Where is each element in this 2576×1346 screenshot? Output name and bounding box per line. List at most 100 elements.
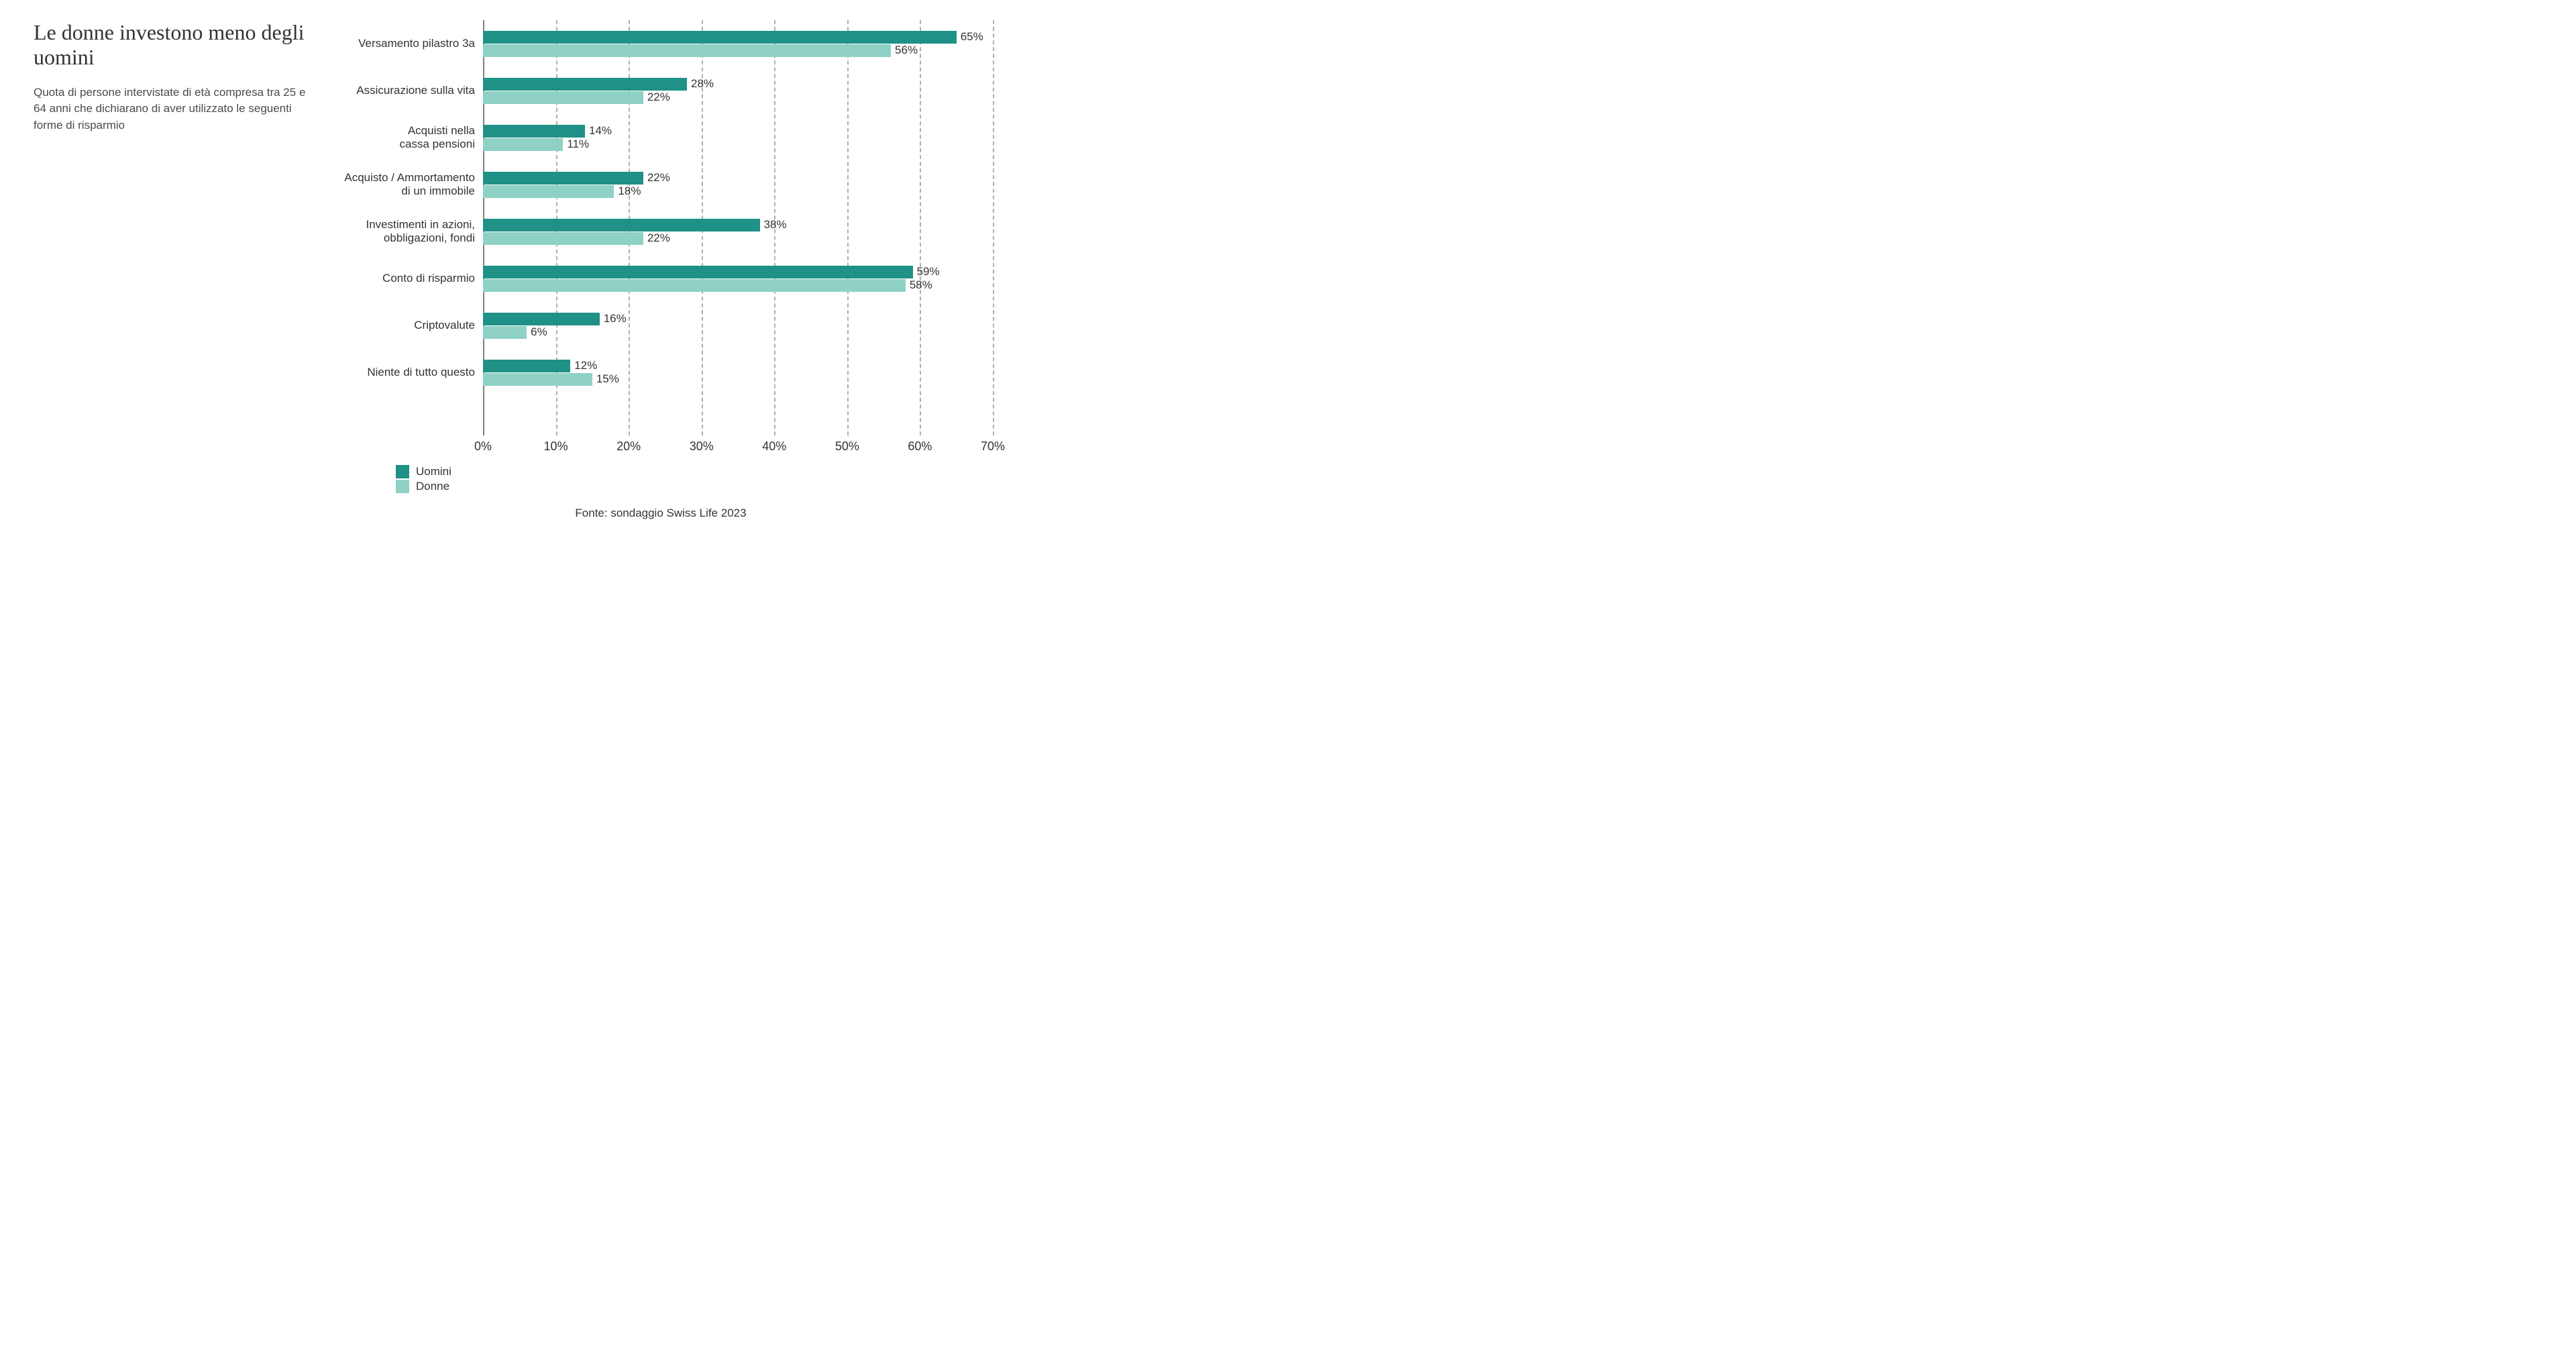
x-tick-label: 70%	[981, 439, 1005, 454]
bar-group: 65% 56%	[483, 20, 993, 67]
bar-value-label: 15%	[596, 372, 619, 386]
bar-value-label: 6%	[531, 325, 547, 339]
bar-donne	[483, 373, 592, 386]
category-label-line: Assicurazione sulla vita	[356, 84, 475, 97]
bar-row: 59%	[483, 266, 993, 278]
bar-uomini	[483, 172, 643, 185]
bar-group: 16%6%	[483, 302, 993, 349]
bar-value-label: 56%	[895, 44, 918, 57]
bar-row: 6%	[483, 326, 993, 339]
bar-value-label: 38%	[764, 218, 787, 231]
y-axis-labels: Versamento pilastro 3a Assicurazione sull…	[329, 20, 483, 456]
legend-swatch	[396, 465, 409, 478]
bar-value-label: 22%	[647, 231, 670, 245]
legend-item-donne: Donne	[396, 480, 449, 493]
category-label: Criptovalute	[329, 302, 483, 349]
bar-donne	[483, 326, 527, 339]
x-tick-label: 50%	[835, 439, 859, 454]
bar-donne	[483, 232, 643, 245]
bar-uomini	[483, 313, 600, 325]
bar-row: 28%	[483, 78, 993, 91]
x-tick-label: 60%	[908, 439, 932, 454]
category-label-line: Acquisti nella	[408, 124, 475, 138]
bar-group: 38% 22%	[483, 208, 993, 255]
category-label: Niente di tutto questo	[329, 349, 483, 396]
category-label: Versamento pilastro 3a	[329, 20, 483, 67]
bars-container: 65%56%28%22%14%11%22%18%38%22%59%58%16%6…	[483, 20, 993, 435]
bar-uomini	[483, 360, 570, 372]
category-label-line: Niente di tutto questo	[367, 366, 475, 379]
x-axis: 0%10%20%30%40%50%60%70%	[483, 435, 993, 456]
bar-value-label: 14%	[589, 124, 612, 138]
bar-donne	[483, 44, 891, 57]
bar-group: 59%58%	[483, 255, 993, 302]
x-tick-label: 30%	[690, 439, 714, 454]
category-label: Conto di risparmio	[329, 255, 483, 302]
bar-row: 38%	[483, 219, 993, 231]
bar-group: 12%15%	[483, 349, 993, 396]
source-text: Fonte: sondaggio Swiss Life 2023	[329, 507, 993, 520]
bar-value-label: 22%	[647, 171, 670, 185]
legend-item-uomini: Uomini	[396, 465, 451, 478]
bar-row: 58%	[483, 279, 993, 292]
chart-area: Versamento pilastro 3a Assicurazione sull…	[329, 20, 993, 456]
category-label-line: cassa pensioni	[400, 138, 475, 151]
legend: Uomini Donne	[396, 465, 993, 495]
chart-title: Le donne investono meno degli uomini	[34, 20, 315, 70]
legend-label: Donne	[416, 480, 449, 493]
bar-uomini	[483, 125, 585, 138]
category-label: Assicurazione sulla vita	[329, 67, 483, 114]
plot: 65%56%28%22%14%11%22%18%38%22%59%58%16%6…	[483, 20, 993, 435]
bar-uomini	[483, 266, 913, 278]
x-tick-label: 10%	[544, 439, 568, 454]
bar-group: 28% 22%	[483, 67, 993, 114]
category-label-line: Acquisto / Ammortamento	[344, 171, 475, 185]
category-label: Investimenti in azioni,obbligazioni, fon…	[329, 208, 483, 255]
category-label-line: Conto di risparmio	[382, 272, 475, 285]
bar-row: 22%	[483, 172, 993, 185]
category-label-line: Criptovalute	[414, 319, 475, 332]
bar-row: 16%	[483, 313, 993, 325]
right-column: Versamento pilastro 3a Assicurazione sull…	[329, 20, 993, 520]
left-column: Le donne investono meno degli uomini Quo…	[34, 20, 329, 520]
category-label-line: Versamento pilastro 3a	[358, 37, 475, 50]
bar-value-label: 65%	[961, 30, 983, 44]
category-label: Acquisti nellacassa pensioni	[329, 114, 483, 161]
bar-donne	[483, 279, 906, 292]
bar-row: 22%	[483, 232, 993, 245]
bar-row: 56%	[483, 44, 993, 57]
bar-uomini	[483, 78, 687, 91]
bar-uomini	[483, 219, 760, 231]
bar-row: 15%	[483, 373, 993, 386]
x-tick-label: 20%	[616, 439, 641, 454]
bar-value-label: 59%	[917, 265, 940, 278]
legend-swatch	[396, 480, 409, 493]
bar-donne	[483, 185, 614, 198]
bar-value-label: 58%	[910, 278, 932, 292]
category-label-line: Investimenti in azioni,	[366, 218, 475, 231]
x-tick-label: 40%	[762, 439, 786, 454]
bar-group: 22% 18%	[483, 161, 993, 208]
bar-row: 65%	[483, 31, 993, 44]
bar-row: 22%	[483, 91, 993, 104]
plot-wrapper: 65%56%28%22%14%11%22%18%38%22%59%58%16%6…	[483, 20, 993, 456]
page: Le donne investono meno degli uomini Quo…	[0, 0, 1020, 533]
category-label-line: obbligazioni, fondi	[384, 231, 475, 245]
category-label: Acquisto / Ammortamentodi un immobile	[329, 161, 483, 208]
bar-value-label: 28%	[691, 77, 714, 91]
bar-donne	[483, 138, 563, 151]
bar-group: 14%11%	[483, 114, 993, 161]
bar-donne	[483, 91, 643, 104]
bar-row: 12%	[483, 360, 993, 372]
gridline	[993, 20, 994, 435]
bar-value-label: 11%	[567, 138, 589, 151]
category-label-line: di un immobile	[401, 185, 475, 198]
bar-value-label: 22%	[647, 91, 670, 104]
bar-row: 11%	[483, 138, 993, 151]
bar-row: 14%	[483, 125, 993, 138]
bar-value-label: 18%	[618, 185, 641, 198]
legend-label: Uomini	[416, 465, 451, 478]
bar-value-label: 12%	[574, 359, 597, 372]
chart-subtitle: Quota di persone intervistate di età com…	[34, 85, 315, 134]
bar-row: 18%	[483, 185, 993, 198]
